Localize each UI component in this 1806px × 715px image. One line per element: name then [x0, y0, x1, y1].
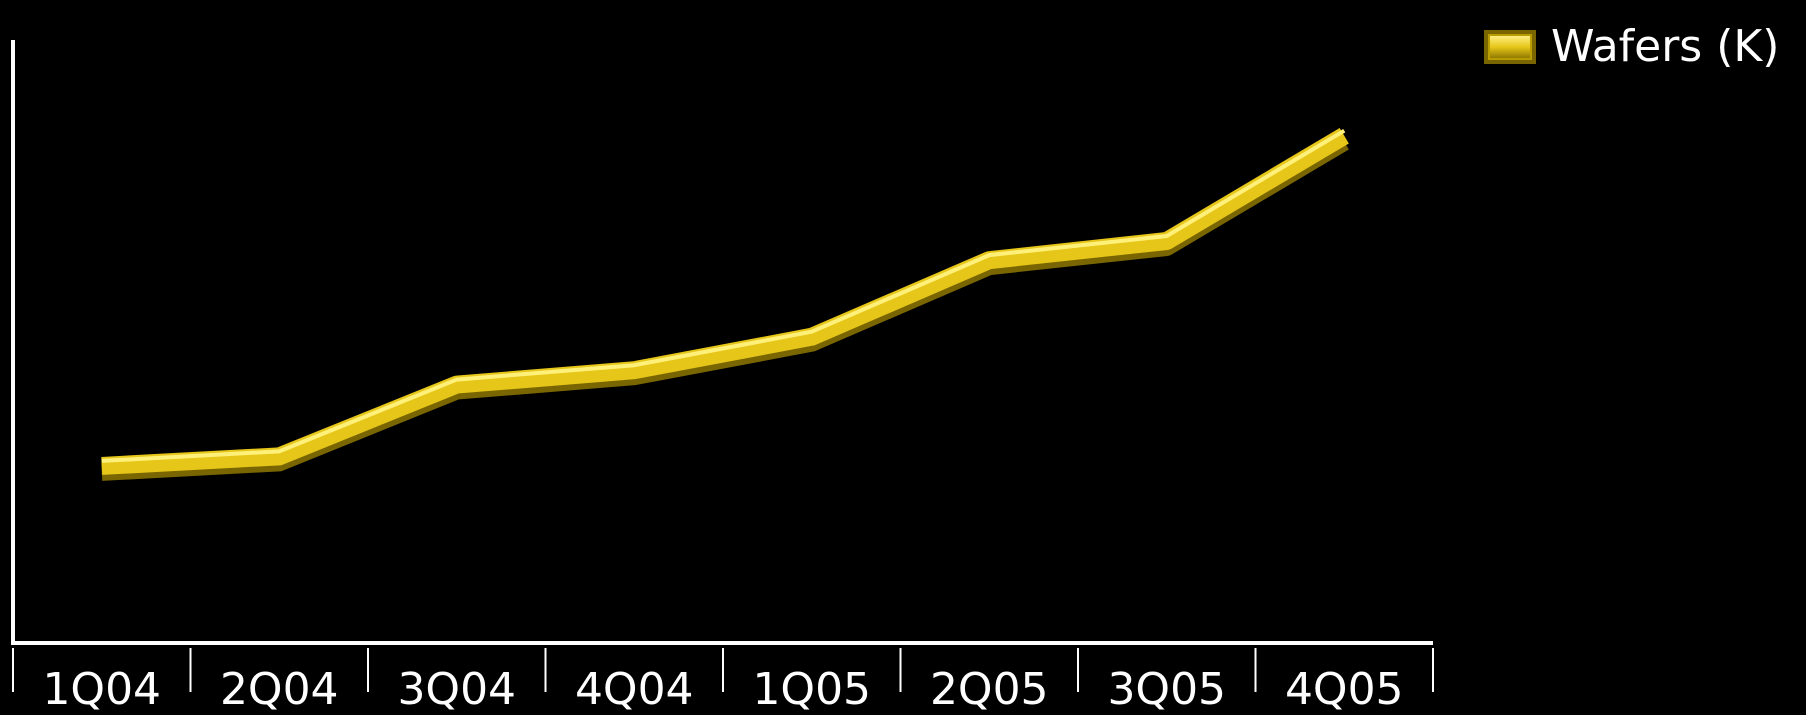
legend-swatch [1484, 30, 1536, 64]
x-tick-label: 1Q05 [752, 664, 871, 715]
series-line [101, 127, 1349, 475]
x-tick-label: 3Q04 [397, 664, 516, 715]
x-tick-label: 4Q04 [575, 664, 694, 715]
x-tick-label: 3Q05 [1107, 664, 1226, 715]
x-tick-label: 2Q05 [930, 664, 1049, 715]
series-line-depth [101, 133, 1349, 481]
x-axis-labels: 1Q04 2Q04 3Q04 4Q04 1Q05 2Q05 3Q05 4Q05 [42, 664, 1403, 715]
legend: Wafers (K) [1484, 21, 1779, 72]
series-line-highlight [101, 128, 1346, 463]
x-tick-label: 2Q04 [220, 664, 339, 715]
legend-label: Wafers (K) [1551, 21, 1779, 72]
series-layer [101, 127, 1349, 481]
x-tick-label: 4Q05 [1285, 664, 1404, 715]
x-tick-label: 1Q04 [42, 664, 161, 715]
x-axis-ticks [12, 648, 1434, 692]
